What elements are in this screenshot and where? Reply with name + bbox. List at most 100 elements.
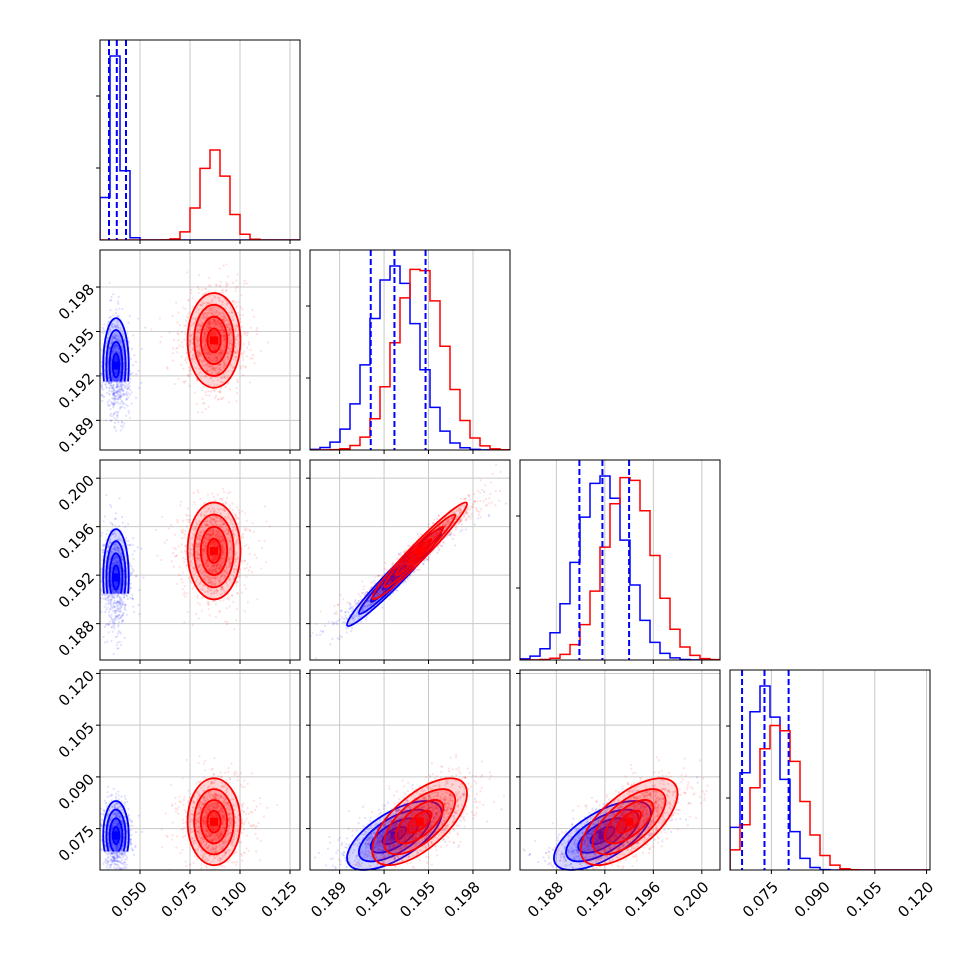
scatter-point <box>117 390 120 393</box>
scatter-point <box>215 372 218 375</box>
scatter-point <box>219 349 223 352</box>
scatter-point <box>113 348 117 351</box>
scatter-point <box>240 560 243 563</box>
scatter-point <box>226 376 230 379</box>
scatter-point <box>131 543 134 547</box>
scatter-point <box>185 525 189 528</box>
scatter-point <box>207 405 210 408</box>
panel-1-1 <box>306 249 511 454</box>
scatter-point <box>109 383 112 386</box>
scatter-point <box>212 354 216 357</box>
scatter-point <box>210 365 213 368</box>
scatter-point <box>112 388 116 391</box>
scatter-point <box>105 494 108 497</box>
scatter-point <box>223 315 226 319</box>
scatter-point <box>125 385 128 388</box>
scatter-point <box>213 329 217 332</box>
scatter-point <box>212 379 215 383</box>
scatter-point <box>103 593 106 596</box>
scatter-point <box>129 416 132 419</box>
scatter-point <box>221 334 225 337</box>
scatter-point <box>210 306 213 309</box>
scatter-point <box>103 323 106 326</box>
scatter-point <box>247 341 251 344</box>
scatter-point <box>114 395 117 398</box>
scatter-point <box>204 312 207 315</box>
scatter-point <box>201 397 204 400</box>
scatter-point <box>118 381 121 384</box>
scatter-point <box>197 339 200 342</box>
scatter-point <box>191 348 195 351</box>
scatter-point <box>217 312 221 316</box>
scatter-point <box>236 381 239 384</box>
scatter-point <box>130 391 133 394</box>
scatter-point <box>218 497 222 501</box>
scatter-point <box>102 635 105 639</box>
panel-3-3 <box>726 669 931 874</box>
scatter-point <box>93 392 95 394</box>
scatter-point <box>201 411 204 414</box>
scatter-point <box>109 412 113 415</box>
scatter-point <box>226 326 229 329</box>
scatter-point <box>190 357 193 361</box>
scatter-point <box>127 321 130 324</box>
scatter-point <box>228 341 232 345</box>
scatter-point <box>198 603 201 606</box>
scatter-point <box>118 388 121 391</box>
scatter-point <box>130 572 133 575</box>
scatter-point <box>135 373 138 376</box>
scatter-point <box>211 321 214 324</box>
scatter-point <box>114 326 118 329</box>
scatter-point <box>115 643 119 647</box>
scatter-point <box>121 521 125 524</box>
scatter-point <box>198 349 201 352</box>
scatter-point <box>191 359 194 362</box>
scatter-point <box>101 381 104 384</box>
scatter-point <box>114 429 118 432</box>
scatter-point <box>209 365 212 368</box>
scatter-point <box>212 334 215 337</box>
scatter-point <box>205 393 208 397</box>
scatter-point <box>218 357 221 360</box>
scatter-point <box>235 619 238 622</box>
scatter-point <box>209 325 212 328</box>
scatter-point <box>221 291 225 294</box>
scatter-point <box>216 320 220 324</box>
scatter-point <box>109 309 112 312</box>
scatter-point <box>119 367 122 370</box>
scatter-point <box>118 407 122 410</box>
scatter-point <box>210 390 213 393</box>
scatter-point <box>219 351 222 354</box>
scatter-point <box>229 306 232 309</box>
scatter-point <box>226 360 229 363</box>
scatter-point <box>220 352 223 356</box>
scatter-point <box>118 640 121 644</box>
scatter-point <box>185 315 189 319</box>
scatter-point <box>216 371 219 375</box>
scatter-point <box>263 539 266 543</box>
scatter-point <box>202 359 205 362</box>
scatter-point <box>201 356 204 359</box>
scatter-point <box>110 606 113 609</box>
scatter-point <box>102 388 105 391</box>
scatter-point <box>212 323 215 326</box>
scatter-point <box>226 324 229 327</box>
scatter-point <box>243 331 246 334</box>
scatter-point <box>205 369 208 372</box>
scatter-point <box>211 333 214 336</box>
scatter-point <box>208 311 211 315</box>
scatter-point <box>202 359 206 362</box>
scatter-point <box>137 369 140 372</box>
scatter-point <box>222 490 226 494</box>
scatter-point <box>121 389 124 392</box>
scatter-point <box>234 289 237 293</box>
scatter-point <box>172 565 176 568</box>
scatter-point <box>119 339 122 342</box>
scatter-point <box>235 400 238 403</box>
scatter-point <box>214 334 217 337</box>
scatter-point <box>111 335 114 338</box>
scatter-point <box>208 276 211 280</box>
scatter-point <box>218 322 221 325</box>
scatter-point <box>203 336 206 340</box>
scatter-point <box>195 378 198 382</box>
